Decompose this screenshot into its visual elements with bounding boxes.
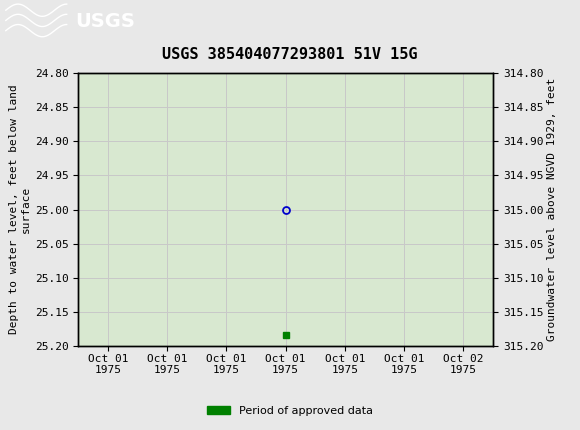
Y-axis label: Depth to water level, feet below land
surface: Depth to water level, feet below land su… [9,85,31,335]
Text: USGS 385404077293801 51V 15G: USGS 385404077293801 51V 15G [162,47,418,62]
Legend: Period of approved data: Period of approved data [203,401,377,420]
Y-axis label: Groundwater level above NGVD 1929, feet: Groundwater level above NGVD 1929, feet [548,78,557,341]
Text: USGS: USGS [75,12,135,31]
